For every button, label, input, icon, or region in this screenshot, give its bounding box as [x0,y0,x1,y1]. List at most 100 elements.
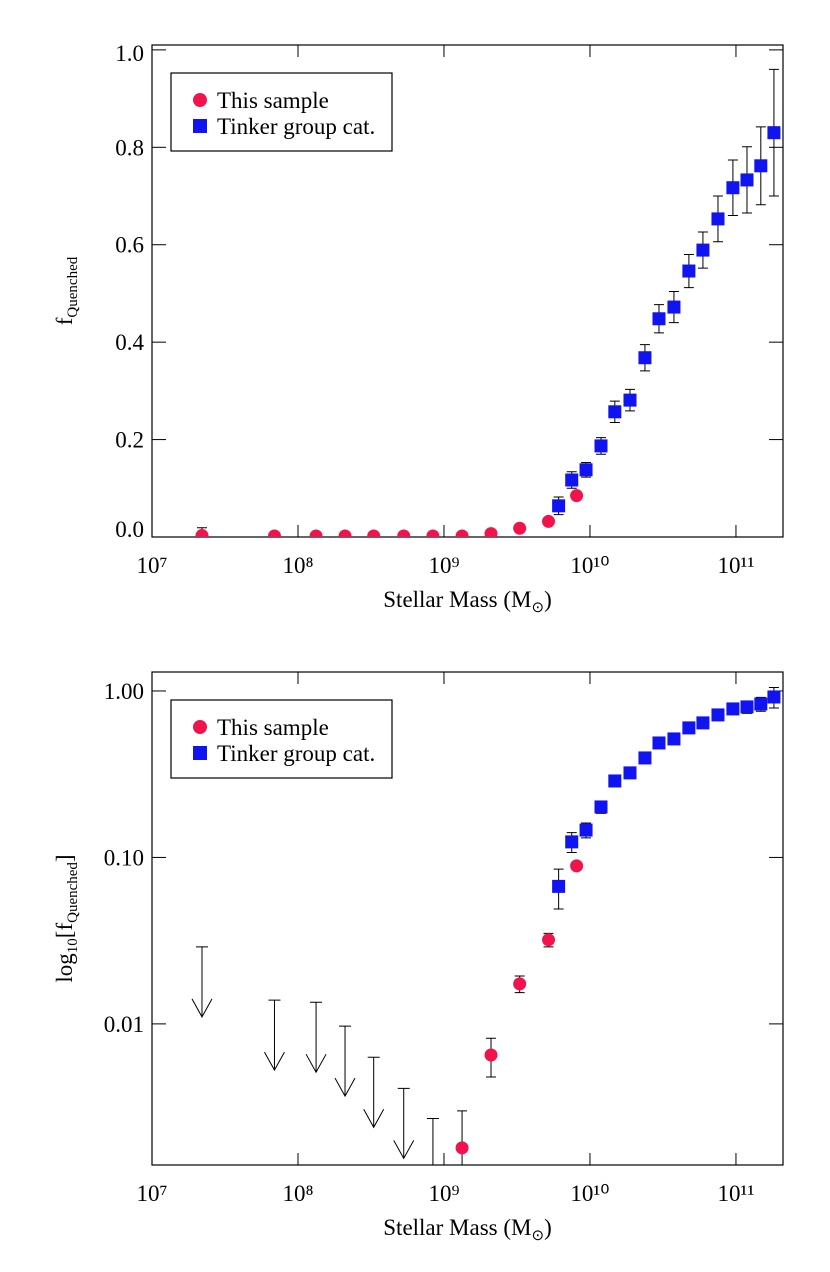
upper-limit [305,1001,327,1074]
point [552,499,566,513]
x-tick-label: 10¹⁰ [570,1181,609,1206]
point [594,800,608,814]
legend-label: Tinker group cat. [217,114,375,139]
plot-area [191,686,781,1165]
point [652,736,666,750]
x-tick-label: 10⁹ [428,1181,459,1206]
legend-marker [193,93,207,107]
point [426,529,440,537]
point [338,529,352,537]
x-axis-label-part: ⊙ [531,1228,544,1244]
point [740,173,754,187]
point [552,879,566,893]
upper-limit [264,999,285,1072]
point [484,527,498,537]
point [638,351,652,365]
point [455,1141,469,1155]
point [623,393,637,407]
legend-label: Tinker group cat. [217,741,375,766]
point [696,243,710,257]
y-axis-label: log10[fQuenched] [52,854,81,982]
upper-limit [426,1118,439,1165]
y-axis-label-part: log [52,953,77,983]
panel: 10⁷ 10⁸ 10⁹ 10¹⁰ 10¹¹ 0.01 0.10 1.00 Stellar Mas… [52,671,784,1244]
point [754,697,768,711]
legend-marker [193,746,207,760]
y-axis-label-part: Quenched [65,862,81,923]
y-tick-label: 0.4 [115,330,144,355]
point [513,977,527,991]
x-tick-label: 10⁸ [282,1181,313,1206]
point [397,529,411,537]
x-axis-label-part: Stellar Mass (M [383,587,531,612]
y-tick-label: 0.2 [115,428,144,453]
point [455,529,469,537]
point [542,514,556,528]
upper-limit [393,1087,415,1160]
point [367,529,381,537]
x-tick-label: 10⁷ [136,553,167,578]
point [711,708,725,722]
upper-limit [363,1056,385,1129]
x-tick-label: 10¹¹ [718,553,755,578]
x-axis-label-part: ) [544,587,552,612]
point [638,751,652,765]
error-bar [457,1110,468,1165]
point [513,521,527,535]
x-tick-label: 10⁸ [282,553,313,578]
x-tick-label: 10¹⁰ [570,553,609,578]
point [579,823,593,837]
legend-label: This sample [217,88,329,113]
point [570,489,584,503]
point [570,859,584,873]
point [652,312,666,326]
y-tick-label: 0.0 [115,517,144,542]
point [667,300,681,314]
point [309,529,323,537]
y-tick-label: 0.10 [104,845,144,870]
point [608,405,622,419]
y-tick-label: 1.0 [115,41,144,66]
point [682,264,696,278]
point [754,159,768,173]
plot-frame [151,671,784,1166]
x-axis-label-part: ⊙ [531,600,544,616]
y-axis-label-part: ] [52,854,77,862]
y-axis-label-part: f [52,317,77,325]
x-axis-label-part: Stellar Mass (M [383,1215,531,1240]
y-tick-label: 0.01 [104,1012,144,1037]
x-axis-label: Stellar Mass (M⊙) [383,587,551,616]
y-axis-label-part: 10 [65,938,81,953]
legend-marker [193,119,207,133]
point [195,529,209,537]
y-axis-label-part: Quenched [65,256,81,317]
point [767,126,781,140]
x-tick-label: 10⁷ [136,1181,167,1206]
legend-label: This sample [217,715,329,740]
point [726,702,740,716]
x-axis-label: Stellar Mass (M⊙) [383,1215,551,1244]
legend-box [170,699,393,779]
point [711,212,725,226]
y-tick-label: 1.00 [104,679,144,704]
x-tick-label: 10⁹ [428,553,459,578]
legend-box [170,72,393,152]
upper-limit [334,1025,356,1098]
point [267,529,281,537]
legend-marker [193,720,207,734]
point [696,716,710,730]
point [565,835,579,849]
point [484,1048,498,1062]
point [608,774,622,788]
plot-area [195,68,781,537]
point [565,473,579,487]
y-axis-label: fQuenched [52,256,81,325]
point [667,732,681,746]
y-tick-label: 0.6 [115,233,144,258]
point [740,700,754,714]
upper-limit [191,946,213,1018]
panel: 10⁷ 10⁸ 10⁹ 10¹⁰ 10¹¹ 0.0 0.2 0.4 0.6 0.8 1.0 Stell… [52,41,784,616]
x-tick-label: 10¹¹ [718,1181,755,1206]
x-axis-label-part: ) [544,1215,552,1240]
